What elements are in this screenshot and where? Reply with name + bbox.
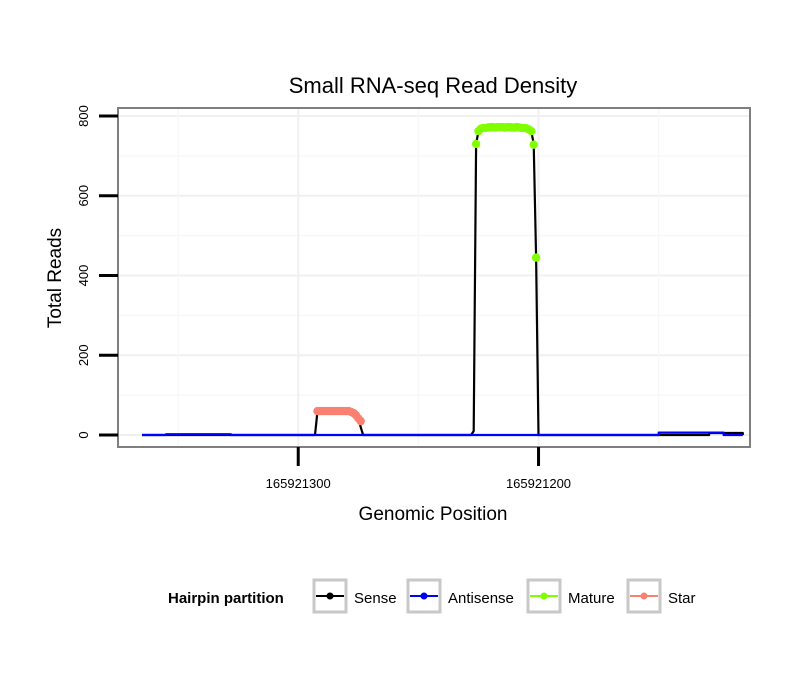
mature-point: [529, 140, 538, 149]
x-tick-label: 165921200: [506, 476, 571, 491]
legend-item-sense: Sense: [312, 578, 397, 614]
x-tick-label: 165921300: [266, 476, 331, 491]
axes: 0 200 400 600 800 165921300 165921200: [76, 105, 571, 491]
plot-panel-border: [117, 107, 751, 448]
legend-label-mature: Mature: [568, 590, 615, 607]
y-axis-title: Total Reads: [45, 228, 66, 328]
antisense-line: [142, 431, 743, 437]
y-tick-label: 200: [76, 344, 91, 366]
legend-key-point: [420, 592, 428, 600]
y-tick-label: 600: [76, 185, 91, 207]
legend-label-antisense: Antisense: [448, 590, 514, 607]
legend-key-point: [640, 592, 648, 600]
data-series: [142, 122, 744, 437]
series-antisense: [142, 431, 743, 437]
legend-label-star: Star: [668, 590, 696, 607]
legend-key-point: [540, 592, 548, 600]
series-sense: [142, 126, 744, 437]
series-mature: [471, 122, 541, 262]
grid-lines: [118, 108, 750, 447]
legend-label-sense: Sense: [354, 590, 397, 607]
y-tick-label: 400: [76, 265, 91, 287]
sense-line: [142, 126, 744, 437]
legend-item-star: Star: [626, 578, 696, 614]
mature-point: [527, 126, 536, 136]
y-tick-label: 0: [76, 431, 91, 438]
x-axis-title: Genomic Position: [359, 504, 508, 525]
legend-title: Hairpin partition: [168, 590, 284, 607]
y-tick-label: 800: [76, 105, 91, 127]
mature-point: [471, 139, 481, 149]
series-star: [313, 406, 365, 426]
mature-point: [531, 253, 541, 262]
star-point: [356, 416, 365, 426]
legend: Hairpin partition Sense Antisense Mature St…: [168, 578, 696, 614]
legend-item-antisense: Antisense: [406, 578, 514, 614]
legend-key-point: [326, 592, 334, 600]
chart-title: Small RNA-seq Read Density: [289, 73, 578, 98]
legend-item-mature: Mature: [526, 578, 615, 614]
